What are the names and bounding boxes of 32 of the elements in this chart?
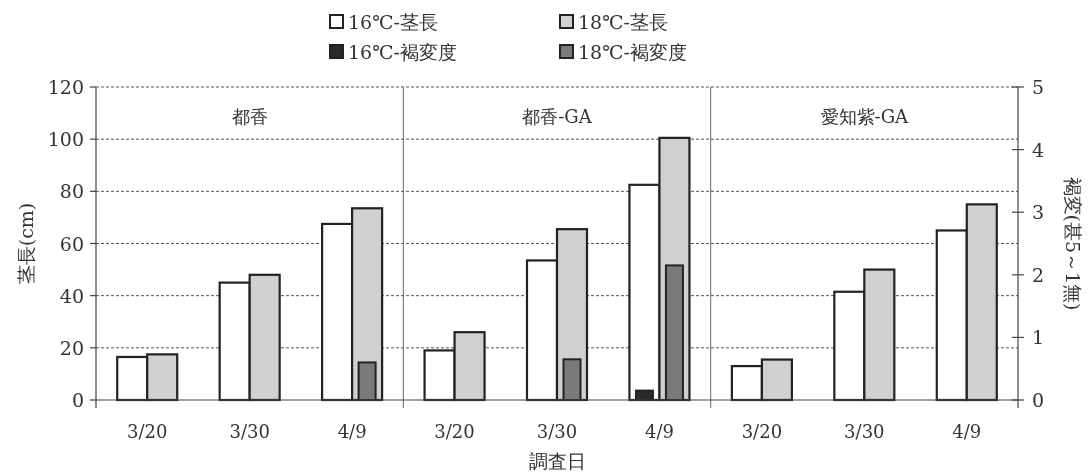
y-tick-label: 20 <box>59 336 84 359</box>
x-tick-label: 3/20 <box>127 421 168 442</box>
x-tick-label: 4/9 <box>644 421 674 442</box>
annotation: 都香 <box>231 106 268 127</box>
x-tick-label: 3/20 <box>434 421 475 442</box>
y-axis-title: 茎長(cm) <box>15 202 37 285</box>
y-tick-label: 40 <box>59 284 84 307</box>
x-tick-label: 4/9 <box>337 421 367 442</box>
y-tick-label: 60 <box>59 232 84 255</box>
y2-tick-label: 5 <box>1032 76 1045 98</box>
x-tick-label: 4/9 <box>952 421 982 442</box>
annotation: 愛知紫-GA <box>820 106 910 127</box>
legend-label: 16℃-褐変度 <box>348 41 457 63</box>
x-tick-label: 3/30 <box>229 421 270 442</box>
legend-label: 18℃-茎長 <box>578 11 668 33</box>
y-tick-label: 100 <box>47 128 84 151</box>
legend-label: 18℃-褐変度 <box>578 41 687 63</box>
y2-tick-label: 1 <box>1032 326 1045 349</box>
annotation: 都香-GA <box>522 106 593 127</box>
y-tick-label: 80 <box>59 180 84 203</box>
y2-axis-title: 褐変(甚5～1無) <box>1062 176 1084 311</box>
x-tick-label: 3/20 <box>741 421 783 442</box>
x-axis-title: 調査日 <box>528 450 586 472</box>
y2-tick-label: 2 <box>1032 263 1045 286</box>
x-tick-label: 3/30 <box>844 421 885 442</box>
legend-label: 16℃-茎長 <box>348 11 438 33</box>
y2-tick-label: 0 <box>1032 389 1045 411</box>
y-tick-label: 0 <box>71 389 84 411</box>
y-tick-label: 120 <box>47 76 84 98</box>
x-tick-label: 3/30 <box>536 421 578 442</box>
y2-tick-label: 4 <box>1032 138 1045 161</box>
y2-tick-label: 3 <box>1032 201 1045 224</box>
